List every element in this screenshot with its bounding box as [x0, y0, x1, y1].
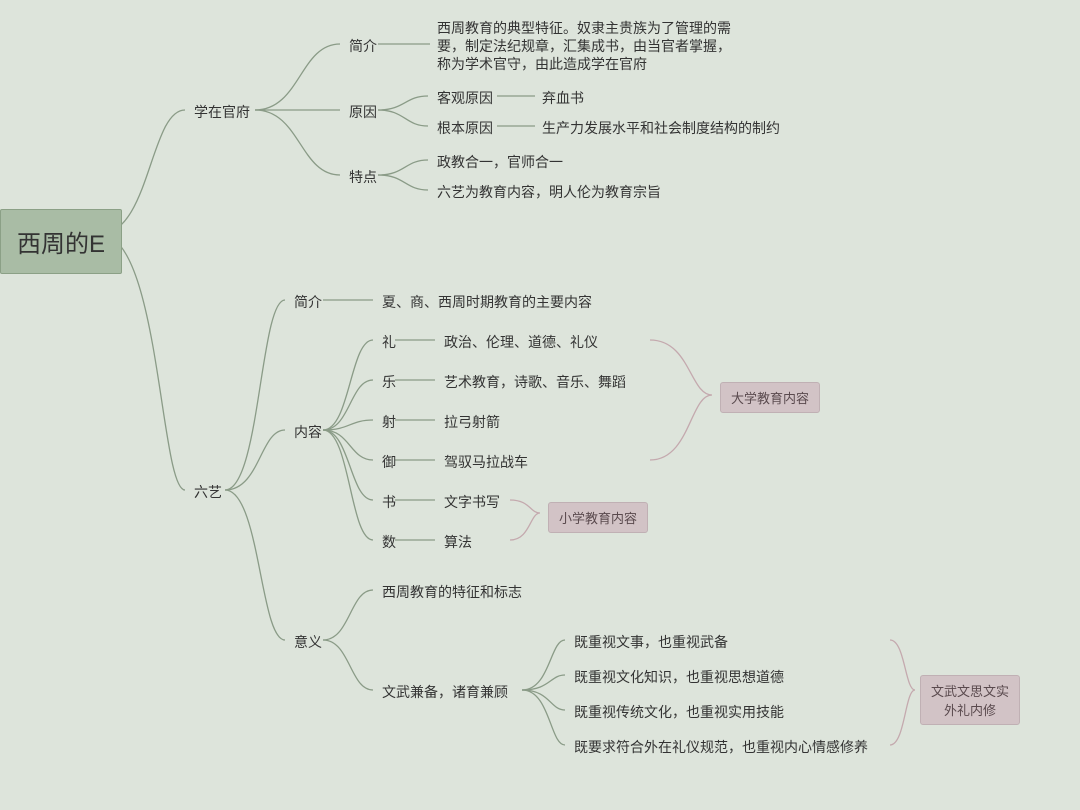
edge	[323, 430, 373, 540]
node-n1b2[interactable]: 根本原因	[433, 116, 497, 140]
node-n2c[interactable]: 意义	[290, 630, 326, 654]
edge	[323, 430, 373, 500]
edge	[323, 640, 373, 690]
edge	[255, 110, 340, 175]
node-n1b[interactable]: 原因	[345, 100, 381, 124]
node-n2b4a[interactable]: 驾驭马拉战车	[440, 450, 532, 474]
node-n2b6a[interactable]: 算法	[440, 530, 476, 554]
edge	[225, 430, 285, 490]
node-n2c2b[interactable]: 既重视文化知识，也重视思想道德	[570, 665, 788, 689]
edge	[890, 640, 915, 745]
node-n2a1[interactable]: 夏、商、西周时期教育的主要内容	[378, 290, 596, 314]
node-n2b6[interactable]: 数	[378, 530, 400, 554]
node-n1c[interactable]: 特点	[345, 165, 381, 189]
node-n2b4[interactable]: 御	[378, 450, 400, 474]
edge	[225, 300, 285, 490]
node-n2c2d[interactable]: 既要求符合外在礼仪规范，也重视内心情感修养	[570, 735, 872, 759]
node-n1a[interactable]: 简介	[345, 34, 381, 58]
edge	[522, 640, 565, 690]
edge	[650, 340, 712, 460]
node-n2b1a[interactable]: 政治、伦理、道德、礼仪	[440, 330, 602, 354]
tag-1: 小学教育内容	[548, 502, 648, 533]
edge	[323, 430, 373, 460]
node-n2b3a[interactable]: 拉弓射箭	[440, 410, 504, 434]
node-n1b2a[interactable]: 生产力发展水平和社会制度结构的制约	[538, 116, 784, 140]
edge	[378, 110, 428, 126]
node-n2b5a[interactable]: 文字书写	[440, 490, 504, 514]
node-n2b[interactable]: 内容	[290, 420, 326, 444]
edge	[323, 380, 373, 430]
edge	[522, 675, 565, 690]
node-n2[interactable]: 六艺	[190, 480, 226, 504]
node-n2a[interactable]: 简介	[290, 290, 326, 314]
edge	[378, 175, 428, 190]
node-n2c1[interactable]: 西周教育的特征和标志	[378, 580, 526, 604]
edge	[323, 340, 373, 430]
node-n1b1[interactable]: 客观原因	[433, 86, 497, 110]
node-n2b3[interactable]: 射	[378, 410, 400, 434]
node-n2b2a[interactable]: 艺术教育，诗歌、音乐、舞蹈	[440, 370, 630, 394]
edge	[378, 160, 428, 175]
node-n1[interactable]: 学在官府	[190, 100, 254, 124]
node-n1b1a[interactable]: 弃血书	[538, 86, 588, 110]
tag-0: 大学教育内容	[720, 382, 820, 413]
node-n2b2[interactable]: 乐	[378, 370, 400, 394]
node-n2c2a[interactable]: 既重视文事，也重视武备	[570, 630, 732, 654]
node-n2b1[interactable]: 礼	[378, 330, 400, 354]
node-n1c1[interactable]: 政教合一，官师合一	[433, 150, 567, 174]
edge	[378, 96, 428, 110]
root-node[interactable]: 西周的E	[0, 209, 122, 274]
node-n1a3[interactable]: 称为学术官守，由此造成学在官府	[433, 52, 651, 76]
edge	[323, 420, 373, 430]
edge	[522, 690, 565, 710]
node-n1c2[interactable]: 六艺为教育内容，明人伦为教育宗旨	[433, 180, 665, 204]
edge	[510, 500, 540, 540]
edge	[255, 44, 340, 110]
mindmap: 西周的E 学在官府简介西周教育的典型特征。奴隶主贵族为了管理的需要，制定法纪规章…	[0, 0, 1080, 810]
node-n2c2[interactable]: 文武兼备，诸育兼顾	[378, 680, 512, 704]
node-n2b5[interactable]: 书	[378, 490, 400, 514]
edge	[522, 690, 565, 745]
tag-2: 文武文思文实外礼内修	[920, 675, 1020, 725]
edge	[323, 590, 373, 640]
node-n2c2c[interactable]: 既重视传统文化，也重视实用技能	[570, 700, 788, 724]
edge	[225, 490, 285, 640]
